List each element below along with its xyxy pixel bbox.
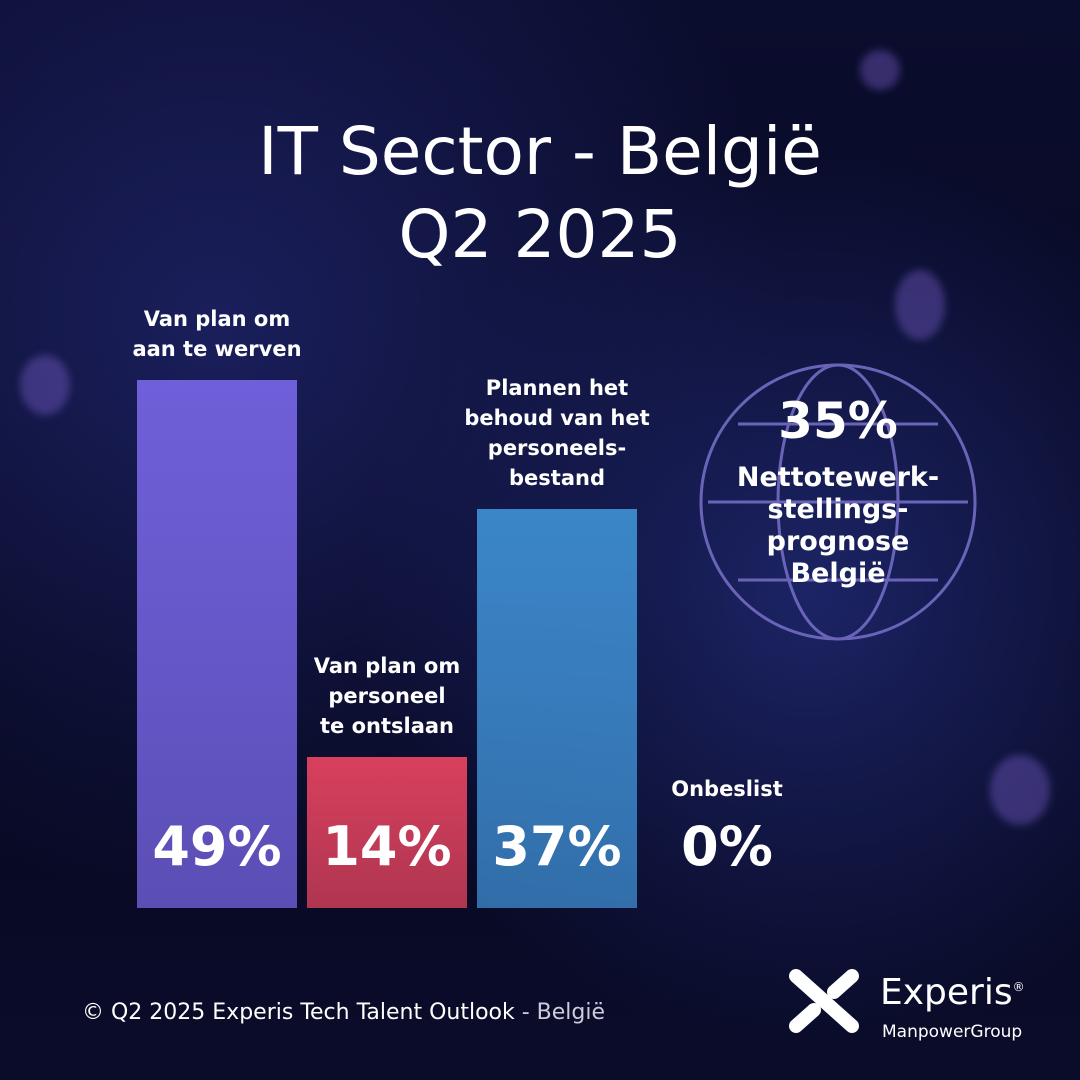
- logo-brand: Experis®: [880, 972, 1025, 1013]
- category-label: Plannen het behoud van het personeels- b…: [464, 376, 650, 491]
- category-label: Van plan om aan te werven: [132, 306, 302, 361]
- brand: Experis: [880, 972, 1013, 1013]
- source: © Q2 2025 Experis Tech Talent Outlook: [82, 1000, 515, 1025]
- category-label: Van plan om personeel te ontslaan: [313, 654, 461, 739]
- chart-title: IT Sector - België: [258, 113, 822, 190]
- chart-subtitle: Q2 2025: [398, 196, 682, 273]
- category-label: Onbeslist: [671, 777, 783, 801]
- region: - België: [521, 1000, 606, 1025]
- footer-source: © Q2 2025 Experis Tech Talent Outlook - …: [82, 1000, 605, 1025]
- decoration: [20, 355, 70, 415]
- decoration: [860, 50, 900, 90]
- bar: [477, 509, 637, 908]
- bar: [137, 379, 297, 908]
- value-label: 0%: [681, 815, 773, 878]
- bar: [307, 757, 467, 908]
- value-label: 14%: [322, 815, 452, 878]
- trademark: ®: [1012, 980, 1025, 994]
- value-label: 49%: [152, 815, 282, 878]
- decoration: [990, 755, 1050, 825]
- globe-outline: [699, 363, 977, 641]
- logo-mark: [789, 969, 859, 1033]
- logo-parent: ManpowerGroup: [882, 1022, 1023, 1042]
- value-label: 37%: [492, 815, 622, 878]
- outlook-text: Nettotewerk- stellings- prognose België: [736, 462, 940, 589]
- decoration: [895, 270, 945, 340]
- outlook-value: 35%: [778, 392, 898, 450]
